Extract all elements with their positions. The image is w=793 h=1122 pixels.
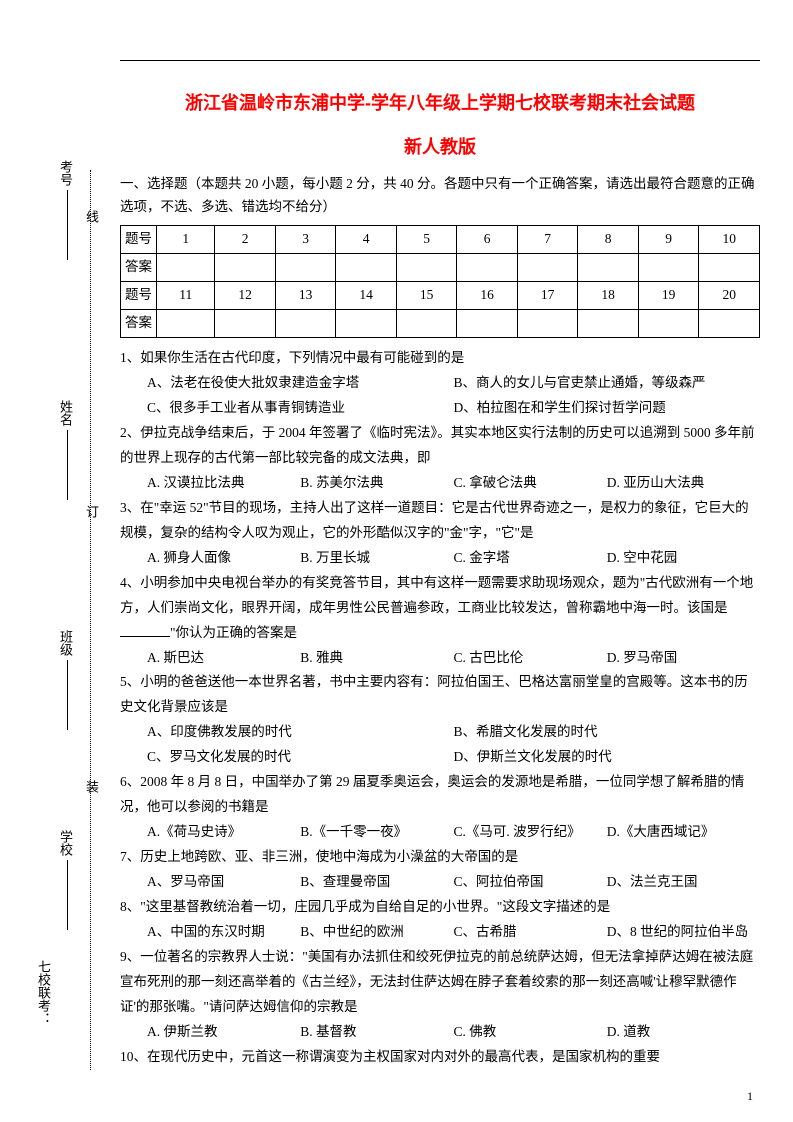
- question-stem: 5、小明的爸爸送他一本世界名著，书中主要内容有：阿拉伯国王、巴格达富丽堂皇的宫殿…: [120, 670, 760, 720]
- table-header-q: 题号: [121, 281, 157, 309]
- sidebar-field-school: 学校: [56, 830, 75, 934]
- option: C. 拿破仑法典: [454, 471, 607, 496]
- sidebar-field-name: 姓名: [56, 400, 75, 504]
- question-stem: 2、伊拉克战争结束后，于 2004 年签署了《临时宪法》。其实本地区实行法制的历…: [120, 421, 760, 471]
- option: A、中国的东汉时期: [147, 920, 300, 945]
- question-options-row: C、很多手工业者从事青铜铸造业D、柏拉图在和学生们探讨哲学问题: [120, 396, 760, 421]
- binding-mark-ding: 订: [82, 505, 101, 522]
- dotted-binding-line: [90, 170, 91, 1070]
- question-options-row: A、中国的东汉时期B、中世纪的欧洲C、古希腊D、8 世纪的阿拉伯半岛: [120, 920, 760, 945]
- option: C. 佛教: [454, 1020, 607, 1045]
- option: C、罗马文化发展的时代: [147, 745, 454, 770]
- sidebar-field-class: 班级: [56, 630, 75, 734]
- question-stem: 10、在现代历史中，元首这一称谓演变为主权国家对内对外的最高代表，是国家机构的重…: [120, 1045, 760, 1070]
- option: A、法老在役使大批奴隶建造金字塔: [147, 371, 454, 396]
- question-stem: 7、历史上地跨欧、亚、非三洲，使地中海成为小澡盆的大帝国的是: [120, 845, 760, 870]
- table-header-a: 答案: [121, 309, 157, 337]
- top-rule: [120, 60, 760, 61]
- option: D.《大唐西域记》: [607, 820, 760, 845]
- option: B、中世纪的欧洲: [300, 920, 453, 945]
- option: C、古希腊: [454, 920, 607, 945]
- sidebar-exam-label: 七校联考：: [34, 960, 53, 1025]
- option: A、罗马帝国: [147, 870, 300, 895]
- table-header-a: 答案: [121, 253, 157, 281]
- binding-mark-zhuang: 装: [82, 780, 101, 797]
- option: D、8 世纪的阿拉伯半岛: [607, 920, 760, 945]
- table-row: 题号 11 12 13 14 15 16 17 18 19 20: [121, 281, 760, 309]
- underline: [67, 430, 68, 500]
- binding-mark-xian: 线: [82, 210, 101, 227]
- option: B. 苏美尔法典: [300, 471, 453, 496]
- question-stem: 6、2008 年 8 月 8 日，中国举办了第 29 届夏季奥运会，奥运会的发源…: [120, 770, 760, 820]
- underline: [67, 860, 68, 930]
- option: B、查理曼帝国: [300, 870, 453, 895]
- option: D、柏拉图在和学生们探讨哲学问题: [454, 396, 761, 421]
- sidebar-field-num: 考号: [56, 160, 75, 264]
- question-stem: 4、小明参加中央电视台举办的有奖竞答节目，其中有这样一题需要求助现场观众，题为"…: [120, 571, 760, 646]
- option: D. 亚历山大法典: [607, 471, 760, 496]
- option: B. 雅典: [300, 646, 453, 671]
- table-row: 题号 1 2 3 4 5 6 7 8 9 10: [121, 225, 760, 253]
- option: A. 狮身人面像: [147, 546, 300, 571]
- underline: [67, 190, 68, 260]
- option: B. 基督教: [300, 1020, 453, 1045]
- question-stem: 8、"这里基督教统治着一切，庄园几乎成为自给自足的小世界。"这段文字描述的是: [120, 895, 760, 920]
- option: A. 汉谟拉比法典: [147, 471, 300, 496]
- question-stem: 1、如果你生活在古代印度，下列情况中最有可能碰到的是: [120, 346, 760, 371]
- sidebar-label-class: 班级: [58, 630, 73, 656]
- question-stem: 9、一位著名的宗教界人士说："美国有办法抓住和绞死伊拉克的前总统萨达姆，但无法拿…: [120, 945, 760, 1020]
- option: A、印度佛教发展的时代: [147, 720, 454, 745]
- sidebar-label-school: 学校: [58, 830, 73, 856]
- table-row: 答案: [121, 309, 760, 337]
- binding-sidebar: 线 订 装 考号 姓名 班级 学校 七校联考：: [40, 170, 110, 1070]
- question-options-row: A. 伊斯兰教B. 基督教C. 佛教D. 道教: [120, 1020, 760, 1045]
- option: C、很多手工业者从事青铜铸造业: [147, 396, 454, 421]
- page-number: 1: [747, 1089, 753, 1104]
- questions-container: 1、如果你生活在古代印度，下列情况中最有可能碰到的是A、法老在役使大批奴隶建造金…: [120, 346, 760, 1070]
- option: D. 空中花园: [607, 546, 760, 571]
- option: C、阿拉伯帝国: [454, 870, 607, 895]
- option: C. 金字塔: [454, 546, 607, 571]
- question-options-row: A. 狮身人面像B. 万里长城C. 金字塔D. 空中花园: [120, 546, 760, 571]
- page-content: 浙江省温岭市东浦中学-学年八年级上学期七校联考期末社会试题 新人教版 一、选择题…: [120, 60, 760, 1070]
- doc-title-1: 浙江省温岭市东浦中学-学年八年级上学期七校联考期末社会试题: [120, 89, 760, 115]
- option: D. 罗马帝国: [607, 646, 760, 671]
- option: D、伊斯兰文化发展的时代: [454, 745, 761, 770]
- option: C.《马可. 波罗行纪》: [454, 820, 607, 845]
- question-stem: 3、在"幸运 52"节目的现场，主持人出了这样一道题目：它是古代世界奇迹之一，是…: [120, 496, 760, 546]
- option: A. 伊斯兰教: [147, 1020, 300, 1045]
- question-options-row: A. 汉谟拉比法典B. 苏美尔法典C. 拿破仑法典D. 亚历山大法典: [120, 471, 760, 496]
- question-options-row: A、印度佛教发展的时代B、希腊文化发展的时代: [120, 720, 760, 745]
- fill-blank: [120, 623, 170, 637]
- question-options-row: A、罗马帝国B、查理曼帝国C、阿拉伯帝国D、法兰克王国: [120, 870, 760, 895]
- underline: [67, 660, 68, 730]
- option: D、法兰克王国: [607, 870, 760, 895]
- option: B. 万里长城: [300, 546, 453, 571]
- answer-table: 题号 1 2 3 4 5 6 7 8 9 10 答案 题号 11 12 13 1…: [120, 225, 760, 338]
- question-options-row: A、法老在役使大批奴隶建造金字塔B、商人的女儿与官吏禁止通婚，等级森严: [120, 371, 760, 396]
- sidebar-label-num: 考号: [58, 160, 73, 186]
- option: C. 古巴比伦: [454, 646, 607, 671]
- doc-title-2: 新人教版: [120, 133, 760, 159]
- question-options-row: A. 斯巴达B. 雅典C. 古巴比伦D. 罗马帝国: [120, 646, 760, 671]
- table-row: 答案: [121, 253, 760, 281]
- option: A.《荷马史诗》: [147, 820, 300, 845]
- table-header-q: 题号: [121, 225, 157, 253]
- option: A. 斯巴达: [147, 646, 300, 671]
- sidebar-label-name: 姓名: [58, 400, 73, 426]
- option: D. 道教: [607, 1020, 760, 1045]
- option: B.《一千零一夜》: [300, 820, 453, 845]
- option: B、希腊文化发展的时代: [454, 720, 761, 745]
- section-instruction: 一、选择题（本题共 20 小题，每小题 2 分，共 40 分。各题中只有一个正确…: [120, 173, 760, 219]
- option: B、商人的女儿与官吏禁止通婚，等级森严: [454, 371, 761, 396]
- question-options-row: C、罗马文化发展的时代D、伊斯兰文化发展的时代: [120, 745, 760, 770]
- question-options-row: A.《荷马史诗》B.《一千零一夜》C.《马可. 波罗行纪》D.《大唐西域记》: [120, 820, 760, 845]
